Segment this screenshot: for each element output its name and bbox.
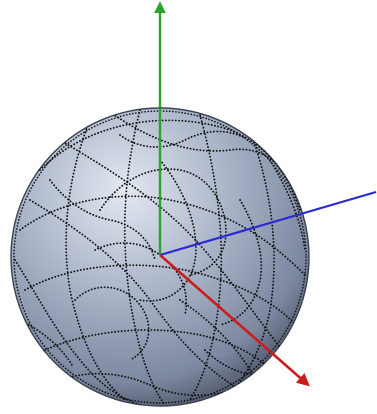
z-axis bbox=[159, 190, 377, 257]
trajectory-curve bbox=[269, 159, 306, 251]
trajectory-curve bbox=[59, 372, 226, 397]
trajectory-curve bbox=[99, 168, 227, 276]
x-axis bbox=[159, 254, 310, 387]
trajectory-curve bbox=[14, 259, 141, 406]
trajectory-curve bbox=[59, 139, 291, 361]
trajectory-curve bbox=[219, 199, 263, 326]
trajectory-curve bbox=[119, 130, 246, 148]
trajectory-curve bbox=[224, 144, 275, 399]
trajectory-curve bbox=[49, 179, 156, 261]
trajectory-curve bbox=[139, 159, 197, 302]
trajectory-curve bbox=[24, 264, 301, 331]
trajectory-curve bbox=[29, 199, 241, 391]
trajectory-curve bbox=[74, 286, 150, 361]
trajectory-curve bbox=[39, 119, 301, 211]
trajectory-curves bbox=[14, 109, 306, 406]
trajectory-curve bbox=[123, 109, 166, 406]
